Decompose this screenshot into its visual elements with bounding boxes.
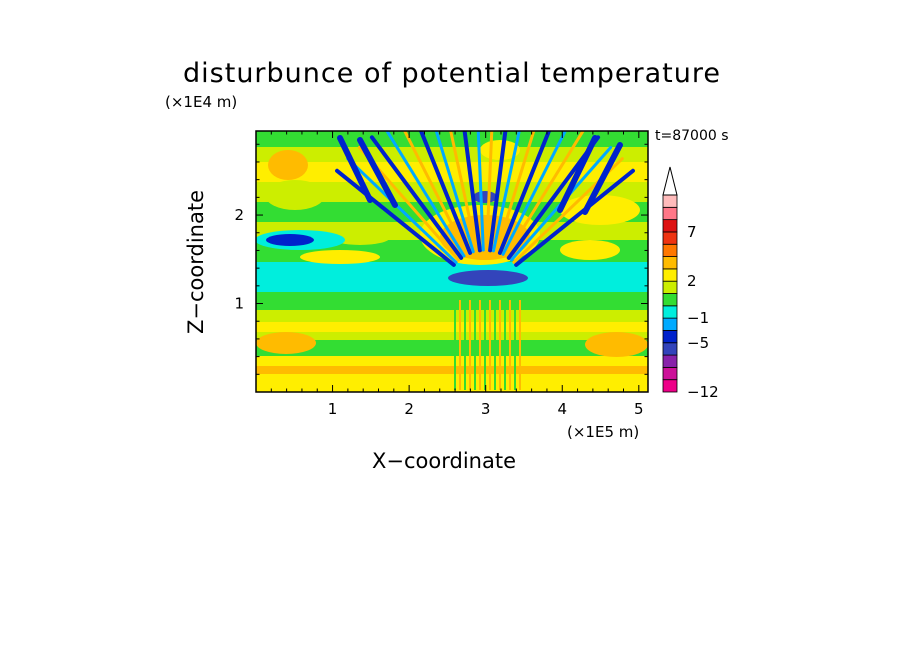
x-axis-label: X−coordinate xyxy=(372,449,516,473)
colorbar-segment xyxy=(662,366,678,381)
y-tick-label: 2 xyxy=(234,206,244,224)
field-streak xyxy=(369,135,464,260)
colorbar-label: 7 xyxy=(687,223,697,241)
field-streak xyxy=(476,131,485,252)
field-patch xyxy=(448,270,528,286)
field-streak xyxy=(434,131,475,254)
field-band xyxy=(256,310,648,322)
colorbar-segment xyxy=(662,231,678,245)
axis-ticks: 1 2 3 4 5 1 2 xyxy=(234,131,648,418)
colorbar-segment xyxy=(662,354,678,368)
field-band xyxy=(256,374,648,392)
field-patch xyxy=(330,230,390,245)
colorbar-label: 2 xyxy=(687,272,697,290)
field-band xyxy=(256,366,648,374)
field-patch xyxy=(268,150,308,180)
field-streak xyxy=(346,157,458,264)
colorbar-label: −5 xyxy=(687,334,709,352)
field-patch xyxy=(560,240,620,260)
field-streak xyxy=(449,131,479,253)
colorbar-segment xyxy=(662,268,678,282)
colorbar-segment xyxy=(662,243,678,257)
colorbar: 7 2 −1 −5 −12 xyxy=(662,166,719,401)
field-streak xyxy=(497,131,552,255)
field-streak xyxy=(385,131,466,258)
field-patch xyxy=(473,191,497,203)
colorbar-segment xyxy=(662,293,678,307)
plot-frame xyxy=(255,130,649,393)
field-streak xyxy=(491,131,521,253)
field-patch xyxy=(560,195,640,225)
colorbar-segment xyxy=(662,206,678,221)
field-streak xyxy=(403,131,469,256)
x-axis-unit: (×1E5 m) xyxy=(567,423,640,441)
field-streak xyxy=(335,168,456,267)
colorbar-segment xyxy=(662,280,678,294)
x-tick-label: 4 xyxy=(557,400,567,418)
field-band xyxy=(256,356,648,366)
colorbar-segment xyxy=(662,305,678,319)
colorbar-segment xyxy=(662,317,678,331)
field-streak xyxy=(582,142,623,215)
x-tick-label: 3 xyxy=(481,400,491,418)
colorbar-segment xyxy=(662,256,678,270)
chart-title: disturbunce of potential temperature xyxy=(183,58,721,89)
x-tick-label: 2 xyxy=(404,400,414,418)
field-streak xyxy=(337,135,373,203)
colorbar-segment xyxy=(662,330,678,344)
field-streak xyxy=(462,131,482,253)
field-band xyxy=(256,340,648,356)
colorbar-label: −1 xyxy=(687,309,709,327)
field-band xyxy=(256,332,648,340)
colorbar-label: −12 xyxy=(687,383,719,401)
field-streak xyxy=(495,131,536,254)
colorbar-segment xyxy=(662,194,678,208)
field-patch xyxy=(256,332,316,354)
colorbar-segment xyxy=(662,219,678,233)
field-patch xyxy=(300,250,380,264)
field-band xyxy=(256,322,648,332)
field-streak xyxy=(504,131,585,258)
time-label: t=87000 s xyxy=(655,128,729,144)
field-streak xyxy=(557,135,598,213)
field-patch xyxy=(266,234,314,246)
field-patch xyxy=(585,332,648,357)
field-streak xyxy=(514,168,635,267)
y-tick-label: 1 xyxy=(234,295,244,313)
contour-field xyxy=(256,131,648,392)
x-tick-label: 5 xyxy=(634,400,644,418)
field-patch xyxy=(265,180,325,210)
x-tick-label: 1 xyxy=(328,400,338,418)
field-streak xyxy=(357,137,398,208)
field-streak xyxy=(485,131,494,252)
field-streak xyxy=(501,131,567,256)
colorbar-segment xyxy=(662,342,678,356)
y-axis-unit: (×1E4 m) xyxy=(165,93,238,111)
colorbar-extension-arrow xyxy=(662,166,678,196)
field-band xyxy=(256,292,648,310)
field-streak xyxy=(418,131,473,255)
colorbar-segment xyxy=(662,379,678,393)
field-streak xyxy=(488,131,508,253)
